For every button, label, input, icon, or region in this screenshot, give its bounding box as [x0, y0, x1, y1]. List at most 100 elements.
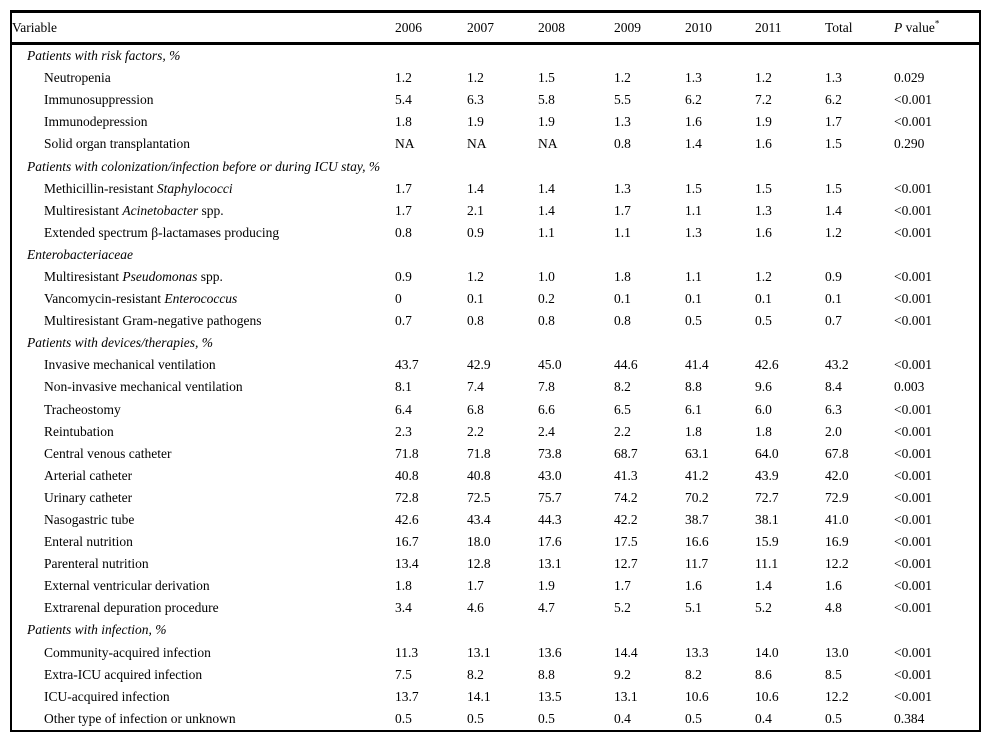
- column-header-year: 2008: [538, 13, 614, 45]
- value-cell: 1.6: [685, 578, 702, 594]
- value-cell: 72.7: [755, 489, 779, 505]
- variable-label-segment: Extended spectrum β-lactamases producing: [44, 224, 280, 240]
- value-cell: [755, 332, 825, 354]
- value-cell: 1.9: [755, 114, 772, 130]
- value-cell: 0: [395, 291, 402, 307]
- pvalue-cell: <0.001: [894, 688, 932, 704]
- table-row: Community-acquired infection 11.3 13.1 13.6…: [12, 642, 979, 664]
- value-cell: 72.5: [467, 489, 491, 505]
- table-row: Methicillin-resistant Staphylococci 1.7 1.…: [12, 178, 979, 200]
- value-cell: 8.8: [538, 666, 555, 682]
- value-cell: 6.2: [825, 92, 842, 108]
- value-cell: 13.1: [614, 688, 638, 704]
- pvalue-cell: <0.001: [894, 445, 932, 461]
- value-cell: 14.4: [614, 644, 638, 660]
- value-cell: 1.7: [614, 578, 631, 594]
- pvalue-cell: <0.001: [894, 644, 932, 660]
- value-cell: 75.7: [538, 489, 562, 505]
- value-cell: 1.8: [755, 423, 772, 439]
- value-cell: 0.5: [825, 710, 842, 726]
- table-row: Solid organ transplantation NA NA NA 0.8 1.4 1…: [12, 133, 979, 155]
- value-cell: 13.1: [467, 644, 491, 660]
- value-cell: 0.7: [395, 313, 412, 329]
- value-cell: [467, 619, 538, 641]
- pvalue-p-label: P: [894, 19, 903, 35]
- table-row: Other type of infection or unknown 0.5 0.5…: [12, 708, 979, 730]
- value-cell: 40.8: [395, 467, 419, 483]
- table-row: Extrarenal depuration procedure 3.4 4.6 4.7…: [12, 597, 979, 619]
- variable-cell: Nasogastric tube: [12, 509, 395, 531]
- variable-label-segment: Central venous catheter: [44, 445, 172, 461]
- variable-cell: Other type of infection or unknown: [12, 708, 395, 730]
- value-cell: 2.4: [538, 423, 555, 439]
- variable-label-segment: Multiresistant: [44, 268, 123, 284]
- variable-label-segment: spp.: [197, 268, 223, 284]
- variable-cell: Extra-ICU acquired infection: [12, 664, 395, 686]
- value-cell: 15.9: [755, 534, 779, 550]
- value-cell: 38.7: [685, 512, 709, 528]
- value-cell: 1.3: [614, 114, 631, 130]
- section-row: Patients with risk factors, %: [12, 44, 979, 68]
- value-cell: 0.5: [685, 313, 702, 329]
- variable-cell: ICU-acquired infection: [12, 686, 395, 708]
- table-row: Central venous catheter 71.8 71.8 73.8 68.7 6…: [12, 443, 979, 465]
- value-cell: 0.8: [395, 224, 412, 240]
- column-header-year: 2006: [395, 13, 467, 45]
- value-cell: 45.0: [538, 357, 562, 373]
- value-cell: 1.4: [538, 202, 555, 218]
- value-cell: [825, 244, 894, 266]
- value-cell: 42.6: [755, 357, 779, 373]
- value-cell: 0.1: [614, 291, 631, 307]
- value-cell: 0.7: [825, 313, 842, 329]
- value-cell: 6.5: [614, 401, 631, 417]
- variable-cell: Patients with colonization/infection bef…: [12, 155, 395, 177]
- value-cell: 0.8: [467, 313, 484, 329]
- value-cell: 1.2: [467, 268, 484, 284]
- value-cell: 2.0: [825, 423, 842, 439]
- pvalue-cell: <0.001: [894, 467, 932, 483]
- value-cell: 0.4: [755, 710, 772, 726]
- value-cell: 1.4: [755, 578, 772, 594]
- value-cell: 8.2: [685, 666, 702, 682]
- value-cell: 1.2: [755, 268, 772, 284]
- value-cell: 0.9: [467, 224, 484, 240]
- value-cell: 1.1: [614, 224, 631, 240]
- value-cell: [538, 244, 614, 266]
- variable-label-segment: Multiresistant: [44, 202, 123, 218]
- table-row: Immunodepression 1.8 1.9 1.9 1.3 1.6 1.9 1.7 <0.…: [12, 111, 979, 133]
- variable-label-segment: Extra-ICU acquired infection: [44, 666, 203, 682]
- value-cell: 13.1: [538, 556, 562, 572]
- variable-cell: Community-acquired infection: [12, 642, 395, 664]
- pvalue-cell: <0.001: [894, 357, 932, 373]
- value-cell: [685, 44, 755, 68]
- value-cell: 1.2: [825, 224, 842, 240]
- value-cell: 67.8: [825, 445, 849, 461]
- variable-cell: Extrarenal depuration procedure: [12, 597, 395, 619]
- value-cell: 43.2: [825, 357, 849, 373]
- column-header-year: 2007: [467, 13, 538, 45]
- variable-cell: Urinary catheter: [12, 487, 395, 509]
- variable-cell: Arterial catheter: [12, 465, 395, 487]
- variable-label-segment: Urinary catheter: [44, 489, 133, 505]
- value-cell: [755, 619, 825, 641]
- section-row: Patients with infection, %: [12, 619, 979, 641]
- pvalue-cell: [894, 155, 979, 177]
- table-row: External ventricular derivation 1.8 1.7 1.9…: [12, 575, 979, 597]
- column-header-pvalue: P value*: [894, 13, 979, 45]
- value-cell: 0.8: [538, 313, 555, 329]
- table-frame: Variable 2006 2007 2008 2009 2010 2011 Total P…: [10, 10, 981, 732]
- value-cell: 12.2: [825, 556, 849, 572]
- value-cell: 1.6: [685, 114, 702, 130]
- variable-cell: Non-invasive mechanical ventilation: [12, 376, 395, 398]
- value-cell: 6.1: [685, 401, 702, 417]
- variable-cell: Solid organ transplantation: [12, 133, 395, 155]
- variable-label-segment: Parenteral nutrition: [44, 556, 149, 572]
- value-cell: [614, 619, 685, 641]
- value-cell: 6.4: [395, 401, 412, 417]
- value-cell: 63.1: [685, 445, 709, 461]
- value-cell: 3.4: [395, 600, 412, 616]
- table-row: Extended spectrum β-lactamases producing…: [12, 222, 979, 244]
- value-cell: 42.6: [395, 512, 419, 528]
- table-row: Multiresistant Acinetobacter spp. 1.7 2.1 1…: [12, 200, 979, 222]
- value-cell: 43.9: [755, 467, 779, 483]
